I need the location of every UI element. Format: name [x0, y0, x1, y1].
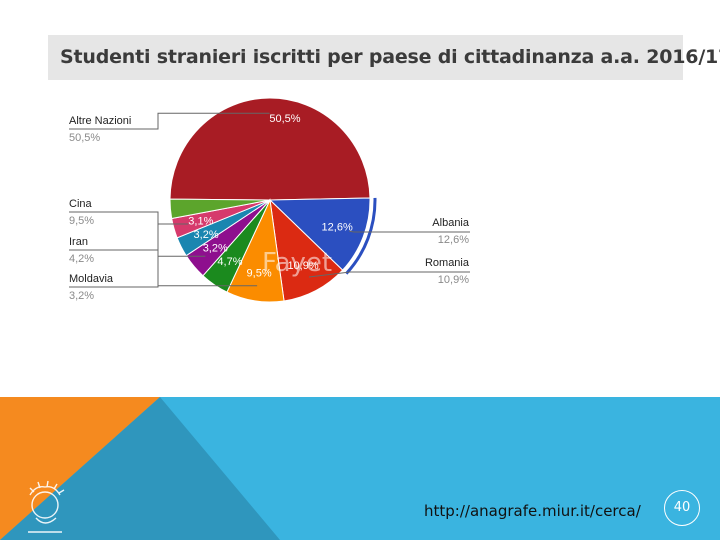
slice-percent-label: 3,2%	[194, 229, 219, 241]
slice-percent-label: 9,5%	[247, 268, 272, 280]
legend-label: Altre Nazioni	[69, 115, 131, 127]
legend-value: 50,5%	[69, 132, 100, 144]
side-labels: Altre Nazioni 50,5% Albania 12,6% Romania 10,…	[69, 115, 470, 302]
legend-label: Albania	[432, 217, 470, 229]
leader-lines	[69, 112, 470, 288]
chart-title: Studenti stranieri iscritti per paese di…	[60, 46, 720, 68]
legend-label: Moldavia	[69, 273, 114, 285]
leader-line	[308, 271, 470, 278]
pie-slice[interactable]	[169, 97, 371, 201]
slice-labels: 50,5%12,6%10,9%9,5%4,7%3,2%3,2%3,1%	[188, 113, 353, 280]
slice-percent-label: 3,1%	[188, 215, 213, 227]
leader-line	[349, 230, 470, 233]
legend-value: 9,5%	[69, 215, 94, 227]
legend-label: Iran	[69, 236, 88, 248]
page-number-badge: 40	[664, 490, 700, 526]
title-bar: Studenti stranieri iscritti per paese di…	[48, 35, 720, 80]
legend-label: Romania	[425, 257, 470, 269]
slice-percent-label: 12,6%	[322, 222, 353, 234]
pie-slice[interactable]	[268, 197, 371, 271]
slice-percent-label: 10,9%	[287, 260, 318, 272]
slice-percent-label: 3,2%	[203, 243, 228, 255]
leader-line	[69, 223, 189, 288]
legend-value: 12,6%	[438, 234, 469, 246]
leader-line	[69, 112, 270, 130]
legend-value: 4,2%	[69, 253, 94, 265]
pie-slice[interactable]	[169, 198, 271, 220]
source-url[interactable]: http://anagrafe.miur.it/cerca/	[424, 502, 641, 520]
albania-accent-arc	[345, 197, 377, 275]
legend-value: 10,9%	[438, 274, 469, 286]
slice-percent-label: 4,7%	[217, 256, 242, 268]
footer-dark-triangle	[0, 397, 280, 540]
laurel-head-logo-icon	[28, 480, 65, 533]
pie-slices	[169, 97, 371, 303]
pie-slice[interactable]	[269, 198, 344, 302]
legend-value: 3,2%	[69, 290, 94, 302]
slice-percent-label: 50,5%	[269, 113, 300, 125]
watermark: Fayet	[262, 248, 333, 278]
legend-label: Cina	[69, 198, 93, 210]
